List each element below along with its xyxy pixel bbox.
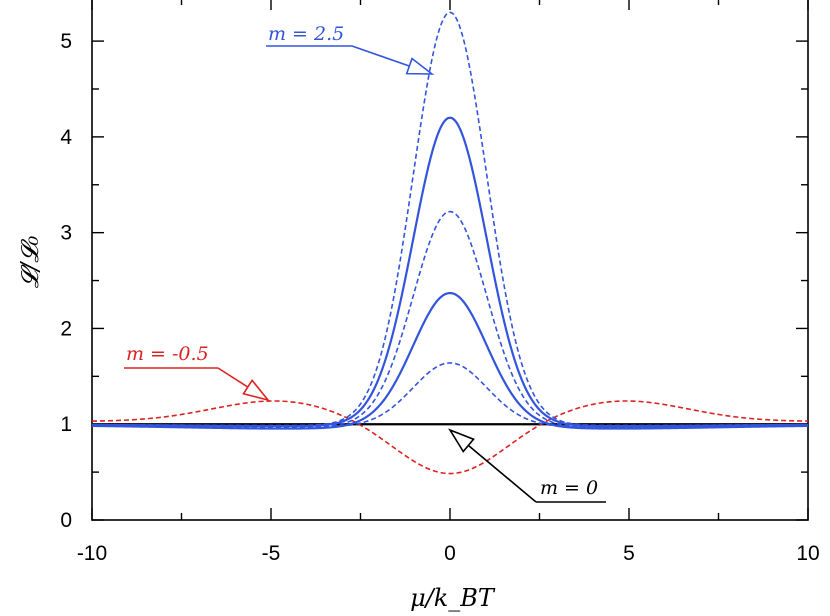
series-line — [91, 11, 809, 427]
series-line — [91, 116, 809, 428]
series-line — [91, 400, 809, 475]
annotations: m = 2.5 m = -0.5 m = 0 — [124, 23, 606, 503]
annotation-label: m = -0.5 — [126, 343, 209, 365]
y-tick-label: 5 — [60, 30, 72, 53]
x-tick-label: -5 — [262, 542, 281, 565]
y-axis-label: 𝓛/𝓛₀ — [16, 235, 44, 288]
x-tick-label: 10 — [796, 542, 819, 565]
series-curves — [91, 11, 809, 475]
annotation-leader — [464, 442, 537, 503]
y-tick-label: 1 — [60, 413, 72, 436]
annotation-arrowhead — [448, 428, 475, 453]
y-tick-label: 2 — [60, 317, 72, 340]
x-tick-label: 0 — [444, 542, 456, 565]
plot-frame — [91, 0, 809, 521]
annotation-leader — [351, 45, 414, 69]
annotation-arrowhead — [242, 378, 271, 402]
series-line — [91, 210, 809, 429]
series-line — [91, 291, 809, 430]
y-tick-label: 4 — [60, 126, 72, 149]
y-tick-label: 3 — [60, 222, 72, 245]
annotation-arrowhead — [405, 57, 435, 75]
series-line — [91, 362, 809, 429]
y-tick-label: 0 — [60, 509, 72, 532]
x-tick-label: -10 — [77, 542, 107, 565]
annotation-leader — [217, 367, 252, 390]
x-axis-label: μ/k_BT — [410, 584, 496, 612]
annotation-label: m = 0 — [540, 477, 598, 499]
tick-labels: -10 -5 0 5 10 0 1 2 3 4 5 — [60, 30, 819, 565]
axis-ticks — [91, 0, 809, 521]
x-tick-label: 5 — [623, 542, 635, 565]
annotation-label: m = 2.5 — [268, 23, 344, 45]
